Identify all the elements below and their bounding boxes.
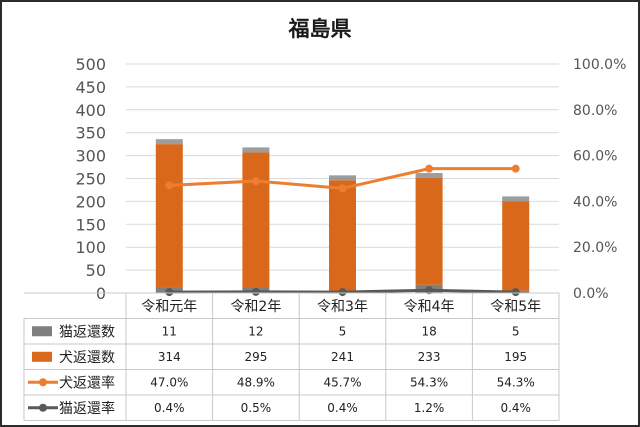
legend-entry: 犬返還数 (59, 350, 115, 366)
bar-top-cap (502, 196, 530, 202)
legend-swatch-marker (39, 378, 47, 387)
data-label: 233 (418, 350, 441, 364)
point-dog-rate (425, 164, 434, 173)
point-cat-rate (251, 287, 260, 296)
bar-top-cap (155, 139, 183, 145)
point-cat-rate (165, 288, 174, 297)
bar-dog-returns (329, 180, 356, 291)
point-dog-rate (511, 164, 520, 173)
data-label: 18 (421, 324, 436, 338)
y-right-tick-label: 0.0% (573, 286, 609, 302)
y-left-tick-label: 300 (75, 147, 106, 166)
data-label: 241 (331, 350, 354, 364)
y-right-tick-label: 80.0% (573, 103, 617, 119)
category-label: 令和元年 (141, 299, 197, 315)
data-label: 54.3% (410, 375, 448, 389)
data-label: 1.2% (414, 401, 445, 415)
legend-swatch-bar (32, 326, 52, 337)
legend-swatch-bar (32, 351, 52, 362)
y-left-tick-label: 100 (75, 238, 106, 257)
category-label: 令和4年 (404, 299, 455, 315)
point-cat-rate (425, 286, 434, 295)
legend-swatch-marker (39, 403, 47, 412)
y-right-tick-label: 40.0% (573, 194, 617, 210)
legend-entry: 猫返還数 (59, 324, 115, 340)
y-left-tick-label: 150 (75, 215, 106, 234)
category-label: 令和3年 (317, 299, 368, 315)
data-label: 0.4% (327, 401, 358, 415)
bar-dog-returns (502, 201, 530, 291)
data-label: 195 (504, 350, 527, 364)
data-label: 48.9% (237, 375, 275, 389)
y-right-tick-label: 100.0% (573, 57, 626, 73)
data-label: 45.7% (323, 375, 361, 389)
point-dog-rate (338, 184, 347, 193)
data-label: 314 (158, 350, 181, 364)
data-label: 12 (248, 324, 263, 338)
point-dog-rate (165, 181, 174, 190)
data-label: 54.3% (497, 375, 535, 389)
bar-dog-returns (415, 178, 443, 285)
bar-top-cap (415, 173, 443, 179)
data-label: 0.4% (154, 401, 185, 415)
chart-title: 福島県 (288, 17, 352, 41)
data-label: 5 (339, 324, 347, 338)
bar-dog-returns (242, 152, 270, 288)
data-label: 295 (244, 350, 267, 364)
category-label: 令和5年 (490, 299, 541, 315)
y-left-tick-label: 250 (75, 170, 106, 189)
point-cat-rate (511, 288, 520, 297)
y-left-tick-label: 350 (75, 124, 106, 143)
y-left-tick-label: 400 (75, 101, 106, 120)
data-label: 0.5% (241, 401, 272, 415)
y-left-tick-label: 450 (75, 78, 106, 97)
data-label: 11 (162, 324, 177, 338)
y-right-tick-label: 60.0% (573, 149, 617, 165)
legend-entry: 犬返還率 (59, 374, 115, 391)
y-right-tick-label: 20.0% (573, 240, 617, 256)
y-left-tick-label: 50 (86, 261, 106, 280)
legend-entry: 猫返還率 (59, 400, 115, 417)
point-cat-rate (338, 288, 347, 297)
bar-dog-returns (155, 144, 183, 288)
data-label: 5 (512, 324, 520, 338)
bar-top-cap (329, 175, 356, 181)
y-left-tick-label: 200 (75, 192, 106, 211)
y-left-tick-label: 500 (75, 55, 106, 74)
data-label: 47.0% (150, 375, 188, 389)
point-dog-rate (251, 177, 260, 186)
bar-top-cap (242, 147, 270, 153)
data-label: 0.4% (500, 401, 531, 415)
category-label: 令和2年 (230, 299, 281, 315)
